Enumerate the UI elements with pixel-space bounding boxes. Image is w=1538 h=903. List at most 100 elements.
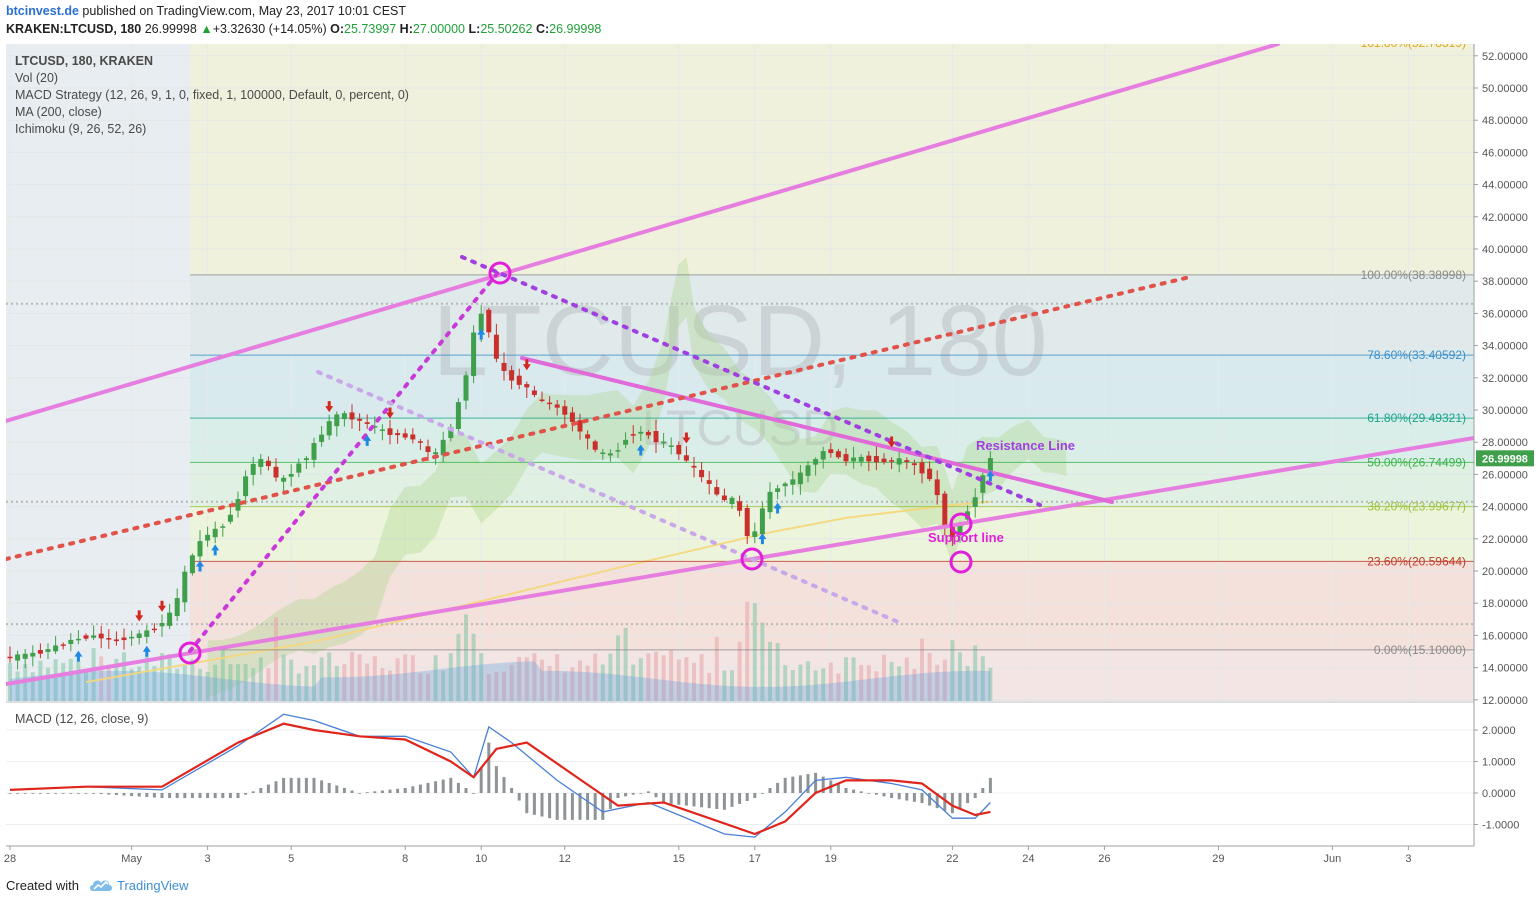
volume-bar <box>327 652 332 701</box>
macd-histogram-bar <box>578 793 582 820</box>
volume-bar <box>84 670 88 701</box>
candle-body <box>585 434 591 439</box>
price-tick-label: 30.00000 <box>1482 405 1528 417</box>
macd-histogram-bar <box>669 793 673 804</box>
candle-body <box>395 433 401 436</box>
candle-body <box>75 638 81 641</box>
close-label: C: <box>535 22 550 36</box>
volume-bar <box>585 665 590 701</box>
candle-body <box>782 483 788 487</box>
candle-body <box>980 475 986 493</box>
time-tick-label: 3 <box>1405 853 1411 865</box>
candle-body <box>151 628 157 631</box>
candle-body <box>881 458 887 463</box>
candle-body <box>539 399 545 402</box>
fib-level-label: 78.60%(33.40592) <box>1367 348 1466 362</box>
volume-bar <box>38 660 43 701</box>
tradingview-cloud-icon[interactable] <box>88 876 114 894</box>
time-tick-label: 17 <box>749 853 761 865</box>
macd-histogram-bar <box>54 793 58 794</box>
volume-bar <box>958 652 962 701</box>
candle-body <box>235 499 241 511</box>
macd-histogram-bar <box>358 793 362 794</box>
candle-body <box>197 541 203 557</box>
candle-body <box>714 487 720 495</box>
candle-body <box>509 370 515 381</box>
volume-bar <box>555 654 560 701</box>
candle-body <box>562 406 568 415</box>
candle-body <box>387 428 393 435</box>
macd-histogram-bar <box>84 793 88 794</box>
volume-bar <box>380 668 385 701</box>
time-tick-label: 28 <box>4 853 16 865</box>
candle-body <box>691 465 697 468</box>
volume-bar <box>768 641 772 701</box>
volume-bar <box>198 668 202 701</box>
macd-histogram-bar <box>730 793 734 807</box>
macd-histogram-bar <box>532 793 536 815</box>
time-tick-label: 24 <box>1022 853 1034 865</box>
site-link[interactable]: btcinvest.de <box>6 4 79 18</box>
candle-body <box>645 432 651 436</box>
high-label: H: <box>399 22 413 36</box>
macd-histogram-bar <box>981 787 985 793</box>
candle-body <box>167 612 173 626</box>
macd-histogram-bar <box>38 793 42 794</box>
volume-bar <box>600 664 605 701</box>
candle-body <box>653 431 659 443</box>
buy-arrow-icon <box>211 544 220 556</box>
candle-body <box>455 402 461 429</box>
time-tick-label: 15 <box>673 853 685 865</box>
tradingview-link[interactable]: TradingView <box>117 878 189 893</box>
candle-body <box>448 427 454 439</box>
candle-body <box>189 555 195 574</box>
price-tick-label: 52.00000 <box>1482 51 1528 63</box>
macd-histogram-bar <box>365 792 369 793</box>
candle-body <box>182 571 188 603</box>
volume-bar <box>61 662 66 701</box>
price-tick-label: 24.00000 <box>1482 502 1528 514</box>
macd-histogram-bar <box>502 777 506 793</box>
candle-body <box>759 508 765 535</box>
high-value: 27.00000 <box>412 22 466 36</box>
volume-bar <box>874 671 879 701</box>
volume-bar <box>410 655 415 701</box>
up-arrow-icon: ▲ <box>200 22 213 36</box>
volume-bar <box>464 614 468 701</box>
candle-body <box>379 429 385 431</box>
macd-histogram-bar <box>852 789 856 793</box>
candle-body <box>683 455 689 461</box>
macd-histogram-bar <box>168 793 172 799</box>
fib-level-label: 61.80%(29.49321) <box>1367 411 1466 425</box>
candle-body <box>311 443 317 460</box>
macd-histogram-bar <box>320 780 324 793</box>
volume-bar <box>775 643 780 701</box>
candle-body <box>866 455 872 462</box>
macd-histogram-bar <box>882 793 886 797</box>
candle-body <box>524 384 530 388</box>
macd-histogram-bar <box>251 791 255 793</box>
volume-bar <box>730 670 734 701</box>
volume-bar <box>486 674 491 701</box>
candle-body <box>615 450 621 452</box>
macd-histogram-bar <box>198 793 202 799</box>
macd-histogram-bar <box>266 784 270 793</box>
volume-bar <box>988 667 993 701</box>
last-price: 26.99998 <box>144 22 197 36</box>
macd-histogram-bar <box>950 793 954 814</box>
macd-histogram-bar <box>107 793 111 795</box>
macd-histogram-bar <box>525 793 529 814</box>
macd-histogram-bar <box>335 785 339 793</box>
volume-bar <box>578 660 582 701</box>
ichimoku-cloud <box>207 256 1067 698</box>
macd-histogram-bar <box>662 793 666 804</box>
volume-bar <box>152 666 157 701</box>
volume-bar <box>882 654 886 701</box>
volume-bar <box>570 667 575 701</box>
macd-histogram-bar <box>776 782 780 793</box>
volume-bar <box>669 650 674 701</box>
candle-body <box>273 466 279 478</box>
candle-body <box>911 463 917 466</box>
price-tick-label: 40.00000 <box>1482 244 1528 256</box>
